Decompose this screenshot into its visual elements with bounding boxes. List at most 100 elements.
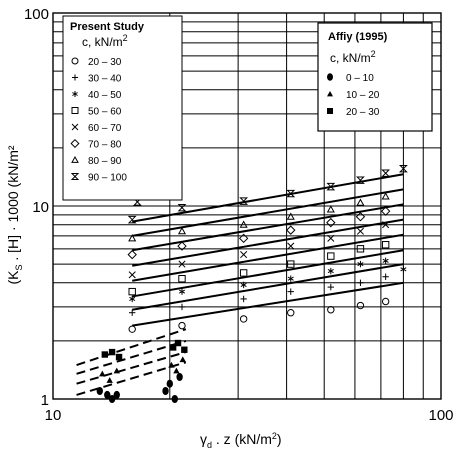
data-point: [381, 169, 391, 177]
data-point: [166, 379, 173, 388]
legend-marker: [71, 155, 79, 163]
data-point: [240, 281, 247, 289]
y-tick-label: 1: [41, 392, 49, 409]
data-point: [326, 217, 336, 228]
data-point: [382, 273, 389, 280]
fit-line: [132, 249, 404, 298]
fit-line: [132, 218, 404, 267]
legend-marker: [72, 91, 78, 97]
data-point: [128, 325, 136, 333]
legend-marker: [71, 123, 79, 131]
fit-line: [132, 233, 404, 282]
data-point: [128, 234, 137, 242]
data-point: [327, 234, 335, 242]
data-point: [381, 297, 390, 306]
data-point: [239, 269, 248, 277]
legend-marker: [71, 57, 79, 65]
legend-item-label: 90 – 100: [88, 173, 127, 184]
x-tick-label: 100: [428, 407, 453, 424]
fit-line: [132, 203, 404, 252]
data-point: [287, 260, 295, 268]
data-point: [168, 361, 175, 368]
legend-item-label: 50 – 60: [88, 107, 122, 118]
data-point: [179, 356, 186, 363]
data-point: [128, 271, 136, 279]
data-point: [178, 321, 186, 330]
data-point: [357, 260, 364, 268]
data-point: [178, 303, 186, 311]
legend-item-label: 70 – 80: [88, 140, 122, 151]
data-point: [357, 279, 364, 287]
affiy-fit-line: [76, 361, 187, 396]
data-point: [380, 206, 391, 216]
data-point: [286, 225, 296, 235]
data-point: [287, 308, 295, 317]
data-point: [99, 370, 106, 377]
data-point: [162, 387, 169, 396]
x-tick-label: 10: [45, 407, 62, 424]
legend-marker: [70, 173, 80, 180]
data-point: [127, 215, 137, 224]
legend-marker: [71, 107, 79, 114]
data-point: [101, 351, 109, 358]
data-point: [287, 288, 294, 295]
legend-present-study: Present Study c, kN/m2 20 – 30 30 – 40 40 …: [62, 15, 183, 201]
affiy-fit-line: [76, 328, 187, 366]
data-point: [113, 367, 120, 374]
data-point: [356, 198, 365, 206]
data-point: [128, 287, 136, 296]
legend-item-label: 30 – 40: [88, 74, 122, 85]
data-point: [128, 309, 136, 316]
data-point: [287, 275, 294, 282]
data-point: [382, 257, 389, 265]
legend-marker: [327, 73, 333, 81]
data-point: [108, 348, 116, 356]
data-point: [129, 295, 136, 303]
data-point: [96, 387, 103, 396]
legend-marker: [72, 74, 78, 81]
data-point: [327, 252, 335, 260]
data-point: [326, 205, 335, 213]
data-point: [327, 267, 334, 275]
data-point: [381, 192, 390, 200]
data-point: [239, 220, 248, 228]
data-point: [355, 212, 366, 222]
legend-item-label: 40 – 50: [88, 90, 122, 101]
y-tick-label: 10: [32, 199, 49, 216]
data-point: [173, 367, 180, 374]
data-point: [356, 245, 365, 253]
data-point: [115, 353, 123, 361]
data-point: [177, 241, 187, 251]
data-point: [176, 373, 183, 382]
data-point: [287, 242, 295, 250]
data-point: [356, 176, 365, 184]
data-point: [398, 165, 408, 173]
legend-affiy-subtitle: c, kN/m2: [330, 49, 376, 65]
legend-item-label: 80 – 90: [88, 156, 122, 167]
data-point: [177, 227, 187, 235]
data-point: [286, 189, 296, 198]
legend-item-label: 0 – 10: [346, 73, 374, 84]
data-point: [239, 197, 249, 205]
data-point: [171, 395, 178, 403]
data-point: [181, 346, 188, 353]
data-point: [178, 275, 186, 283]
x-axis-label: γd . z (kN/m2): [200, 431, 282, 450]
legend-affiy: Affiy (1995) c, kN/m2 0 – 10 10 – 20 20 – …: [317, 22, 433, 132]
y-tick-label: 100: [24, 6, 49, 23]
affiy-fit-line: [76, 339, 187, 375]
data-point: [113, 390, 120, 399]
data-point: [169, 344, 177, 351]
legend-marker: [70, 138, 80, 149]
legend-present-subtitle: c, kN/m2: [82, 33, 128, 49]
data-point: [286, 212, 295, 220]
data-point: [104, 390, 111, 399]
legend-marker: [327, 91, 333, 97]
legend-marker: [327, 108, 333, 114]
fit-line: [132, 281, 404, 327]
legend-affiy-title: Affiy (1995): [328, 31, 388, 43]
data-point: [382, 221, 390, 229]
data-point: [238, 233, 249, 244]
data-point: [326, 182, 336, 191]
plot-frame: [52, 12, 442, 400]
